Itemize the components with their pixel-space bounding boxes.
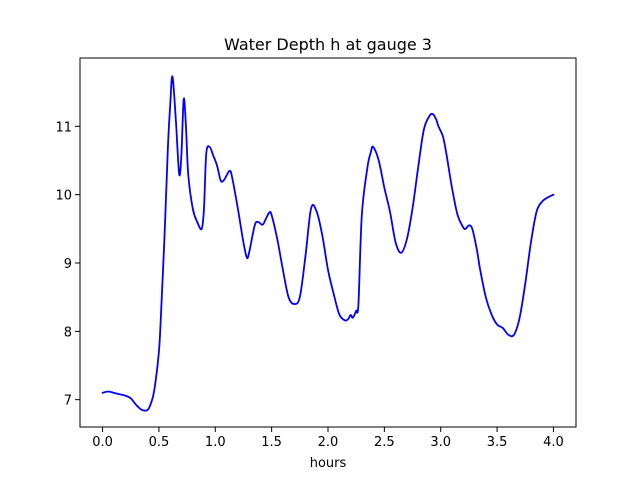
y-tick-label: 10	[55, 189, 72, 204]
x-tick-label: 1.0	[205, 435, 226, 450]
x-tick-label: 2.0	[318, 435, 339, 450]
x-tick-label: 4.0	[543, 435, 564, 450]
x-tick-label: 1.5	[261, 435, 282, 450]
x-tick-label: 0.0	[92, 435, 113, 450]
x-tick-label: 3.5	[487, 435, 508, 450]
series-group	[101, 75, 555, 412]
y-tick-label: 7	[64, 394, 72, 409]
plot-frame	[79, 57, 577, 428]
chart-title: Water Depth h at gauge 3	[224, 35, 432, 54]
x-tick-label: 3.0	[430, 435, 451, 450]
plot-area: 0.0 0.5 1.0 1.5 2.0 2.5 3.0 3.5 4.0 7 8 9 10 11	[55, 57, 577, 450]
x-tick-label: 2.5	[374, 435, 395, 450]
y-tick-label: 8	[64, 325, 72, 340]
y-tick-label: 9	[64, 257, 72, 272]
y-tick-label: 11	[55, 120, 72, 135]
x-tick-label: 0.5	[149, 435, 170, 450]
x-axis: 0.0 0.5 1.0 1.5 2.0 2.5 3.0 3.5 4.0	[92, 427, 564, 450]
x-axis-label: hours	[310, 456, 347, 471]
water-depth-line	[101, 75, 555, 412]
y-axis: 7 8 9 10 11	[55, 120, 80, 409]
